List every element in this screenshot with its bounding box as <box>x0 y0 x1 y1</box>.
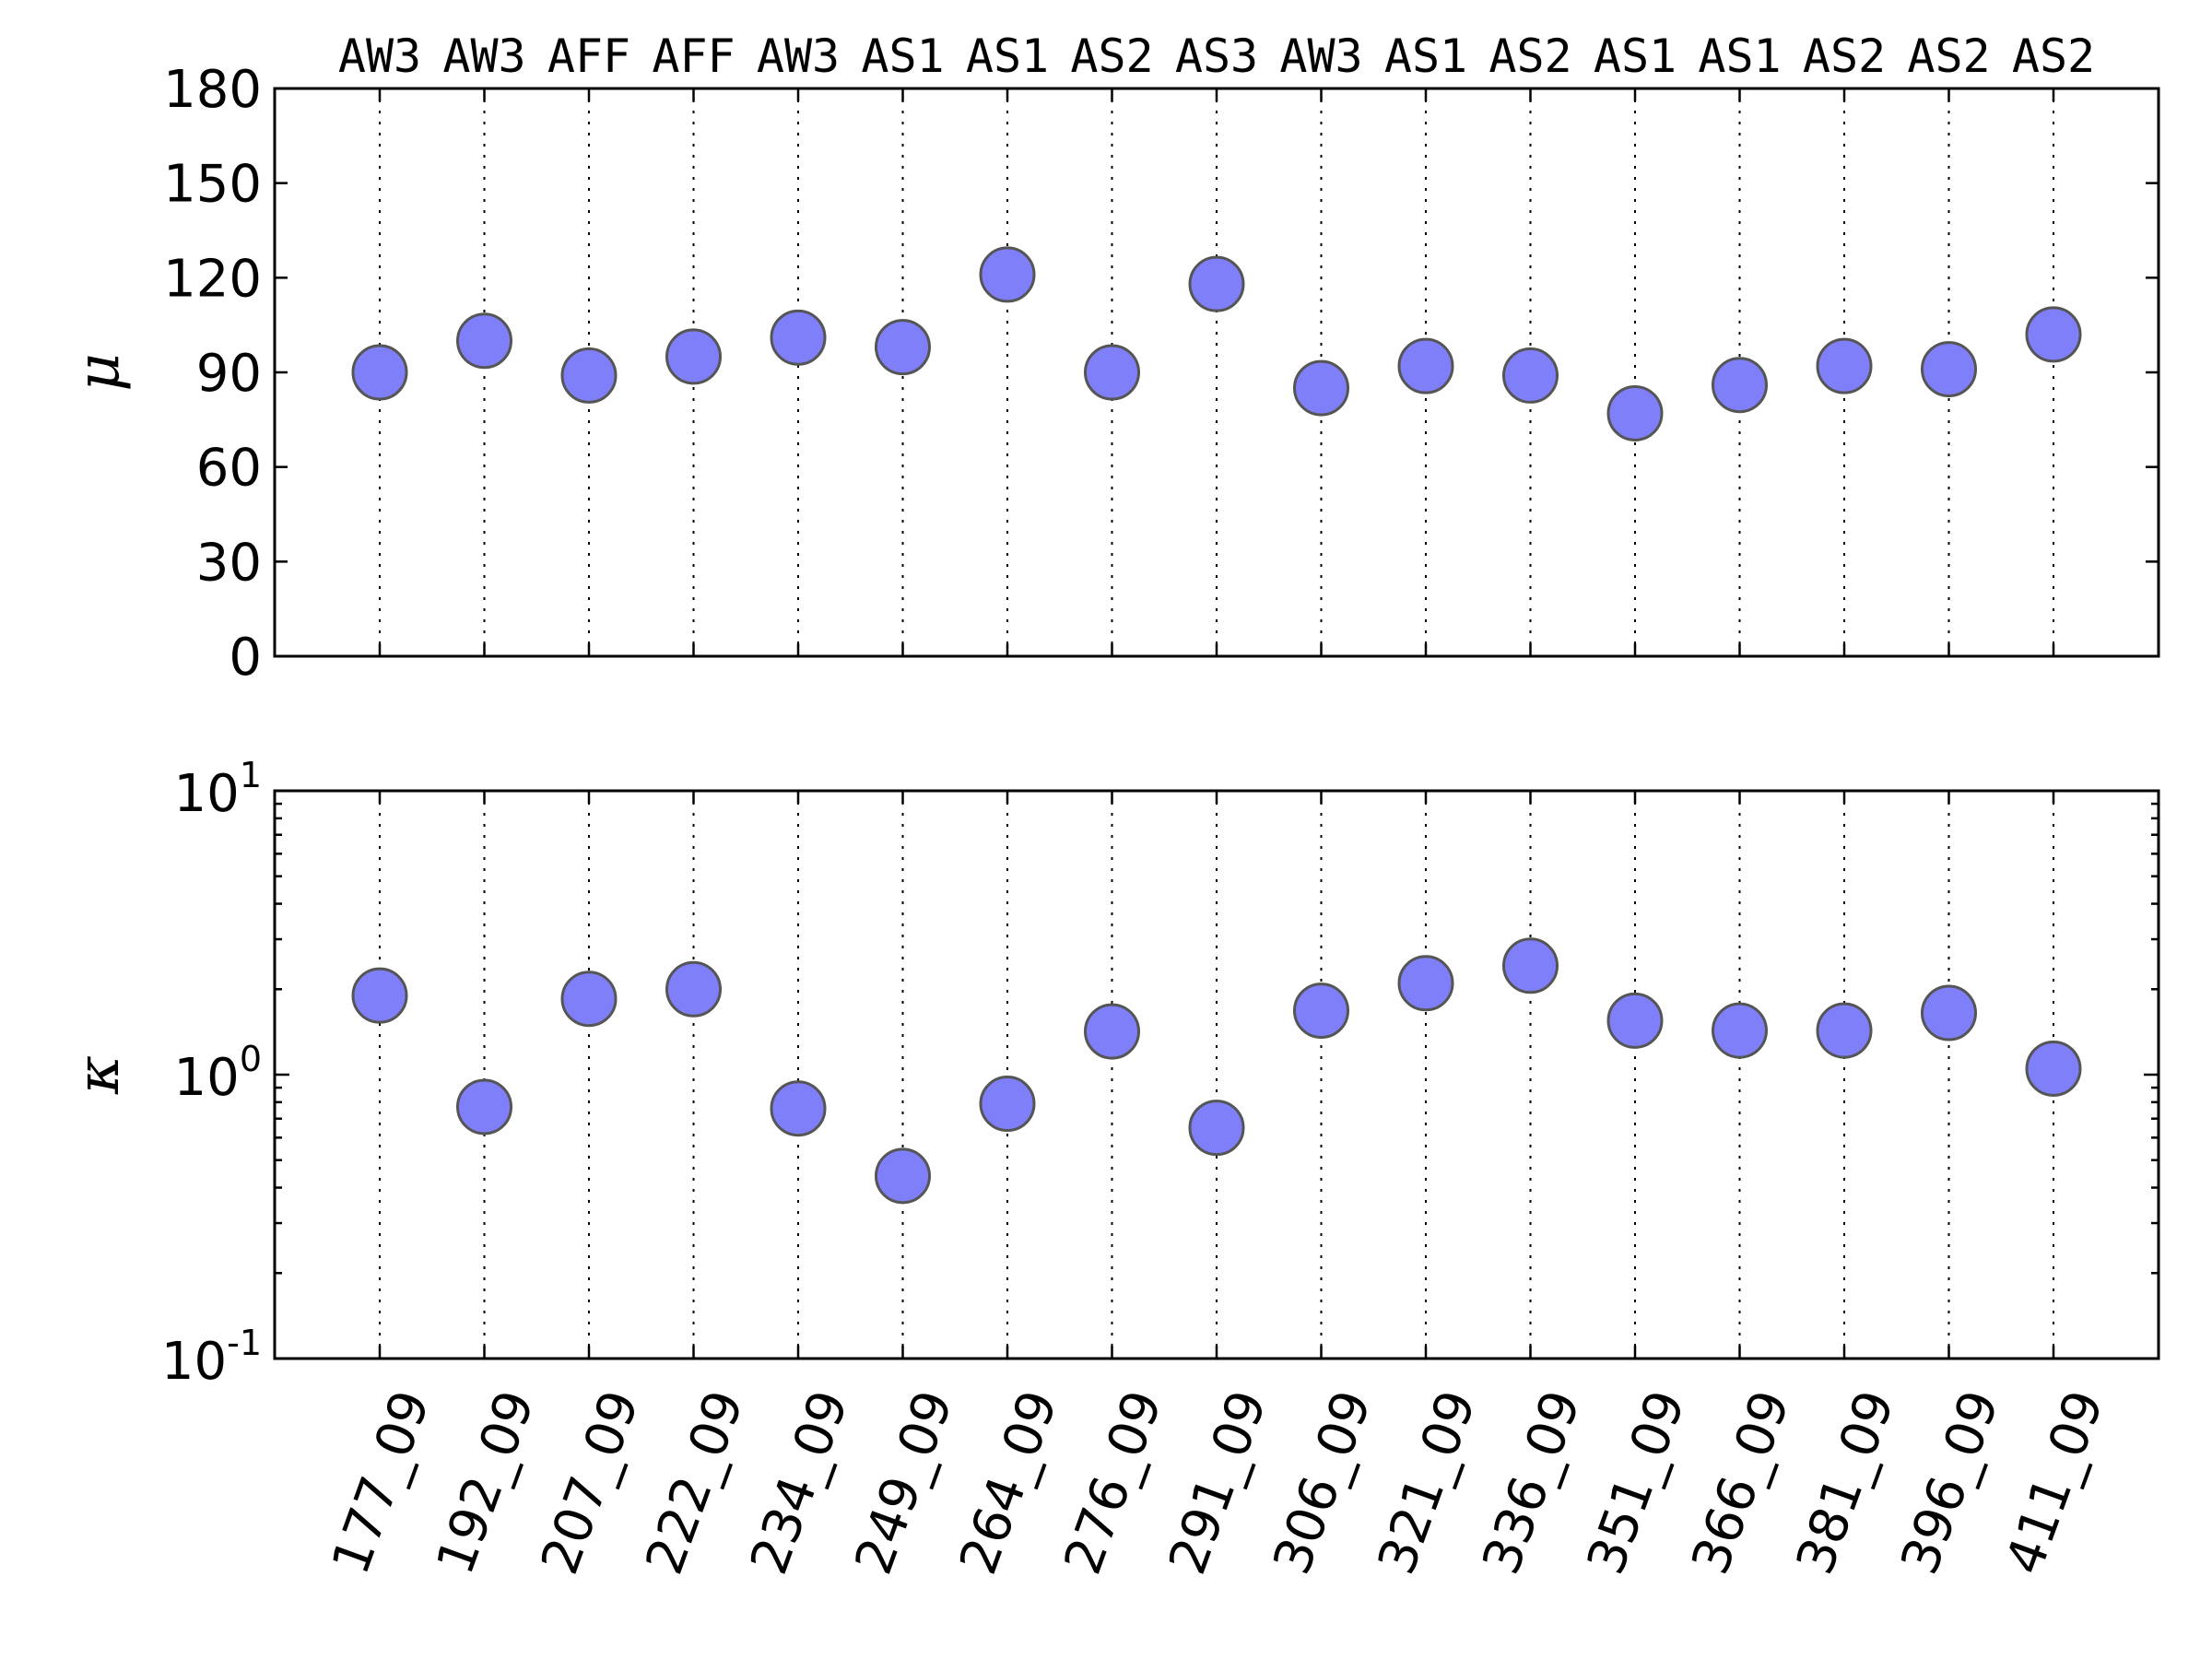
mu-point <box>1712 357 1768 414</box>
kappa-point <box>2025 1040 2082 1097</box>
mu-point <box>1293 359 1349 417</box>
mu-point <box>2025 306 2082 363</box>
mu-panel: 0 30 60 90 120 150 180 AW3 AW3 AFF AFF AW3 AS1 AS1 AS2… <box>65 29 2160 688</box>
kappa-point <box>1188 1100 1245 1157</box>
kappa-point <box>1816 1002 1873 1059</box>
group-label: AS3 <box>1175 29 1258 83</box>
kappa-point <box>1084 1003 1140 1060</box>
kappa-point <box>1606 992 1664 1049</box>
mu-point <box>1816 337 1873 394</box>
kappa-point <box>770 1080 827 1137</box>
x-tick-label: 291_09 <box>1158 1383 1279 1583</box>
mu-point <box>351 344 408 401</box>
y-tick-label: 90 <box>196 344 262 404</box>
kappa-point <box>1502 937 1559 994</box>
kappa-point <box>1921 984 1977 1041</box>
group-label: AS2 <box>1907 29 1990 83</box>
group-label: AS1 <box>1594 29 1677 83</box>
x-tick-label: 177_09 <box>321 1383 442 1583</box>
x-tick-label: 234_09 <box>739 1383 861 1583</box>
group-label: AFF <box>652 29 735 83</box>
y-tick-label: 101 <box>174 755 262 824</box>
group-label: AS1 <box>966 29 1049 83</box>
x-tick-label: 306_09 <box>1262 1383 1383 1583</box>
x-tick-label: 207_09 <box>530 1383 652 1583</box>
group-label: AS2 <box>1803 29 1886 83</box>
y-tick-label: 60 <box>196 439 262 499</box>
x-tick-label: 264_09 <box>948 1383 1070 1583</box>
group-label: AS1 <box>1698 29 1781 83</box>
x-tick-label: 192_09 <box>425 1383 547 1583</box>
mu-point <box>1921 341 1977 398</box>
group-label: AW3 <box>442 29 525 83</box>
group-label: AS2 <box>2012 29 2095 83</box>
x-tick-label: 249_09 <box>843 1383 965 1583</box>
kappa-point <box>875 1147 931 1205</box>
x-tick-label: 276_09 <box>1053 1383 1174 1583</box>
x-tick-label: 411_09 <box>1994 1383 2116 1583</box>
y-tick-label: 120 <box>163 249 262 309</box>
kappa-point <box>1712 1002 1768 1059</box>
group-label: AS2 <box>1488 29 1571 83</box>
mu-point <box>979 246 1036 303</box>
mu-point <box>1502 347 1559 404</box>
kappa-point <box>979 1076 1036 1133</box>
mu-point <box>1188 255 1245 312</box>
group-label: AW3 <box>1279 29 1362 83</box>
kappa-point <box>1397 955 1454 1012</box>
kappa-point <box>665 960 722 1018</box>
mu-point <box>1606 384 1664 441</box>
kappa-point <box>1293 982 1349 1040</box>
y-tick-label: 150 <box>163 155 262 215</box>
x-tick-label: 336_09 <box>1471 1383 1593 1583</box>
kappa-point <box>351 967 408 1024</box>
group-label: AFF <box>547 29 630 83</box>
group-label: AW3 <box>757 29 840 83</box>
y-tick-label: 30 <box>196 533 262 593</box>
group-label: AS1 <box>1384 29 1467 83</box>
kappa-plot-frame <box>273 789 2160 1360</box>
mu-point <box>456 312 512 370</box>
group-label: AW3 <box>338 29 421 83</box>
mu-plot-frame <box>273 87 2160 658</box>
mu-point <box>770 309 827 366</box>
mu-point <box>665 328 722 385</box>
x-tick-label: 222_09 <box>634 1383 756 1583</box>
y-tick-label: 10-1 <box>161 1323 262 1392</box>
mu-point <box>875 319 931 376</box>
mu-point <box>560 347 618 404</box>
y-tick-label: 0 <box>229 628 262 688</box>
x-tick-label: 366_09 <box>1680 1383 1802 1583</box>
x-tick-label: 351_09 <box>1576 1383 1698 1583</box>
kappa-axis-title: κ <box>65 1055 133 1095</box>
group-label: AS2 <box>1070 29 1153 83</box>
y-tick-label: 180 <box>163 60 262 120</box>
mu-point <box>1084 344 1140 401</box>
kappa-point <box>560 971 618 1028</box>
y-tick-label: 100 <box>174 1039 262 1108</box>
x-tick-label: 321_09 <box>1367 1383 1488 1583</box>
x-tick-label: 381_09 <box>1785 1383 1907 1583</box>
mu-axis-title: μ <box>65 353 133 392</box>
kappa-point <box>456 1078 512 1135</box>
x-tick-label: 396_09 <box>1889 1383 2011 1583</box>
kappa-panel: 10-1 100 101 177_09192_09207_09222_09234_09… <box>65 755 2160 1583</box>
group-label: AS1 <box>861 29 944 83</box>
mu-point <box>1397 337 1454 394</box>
